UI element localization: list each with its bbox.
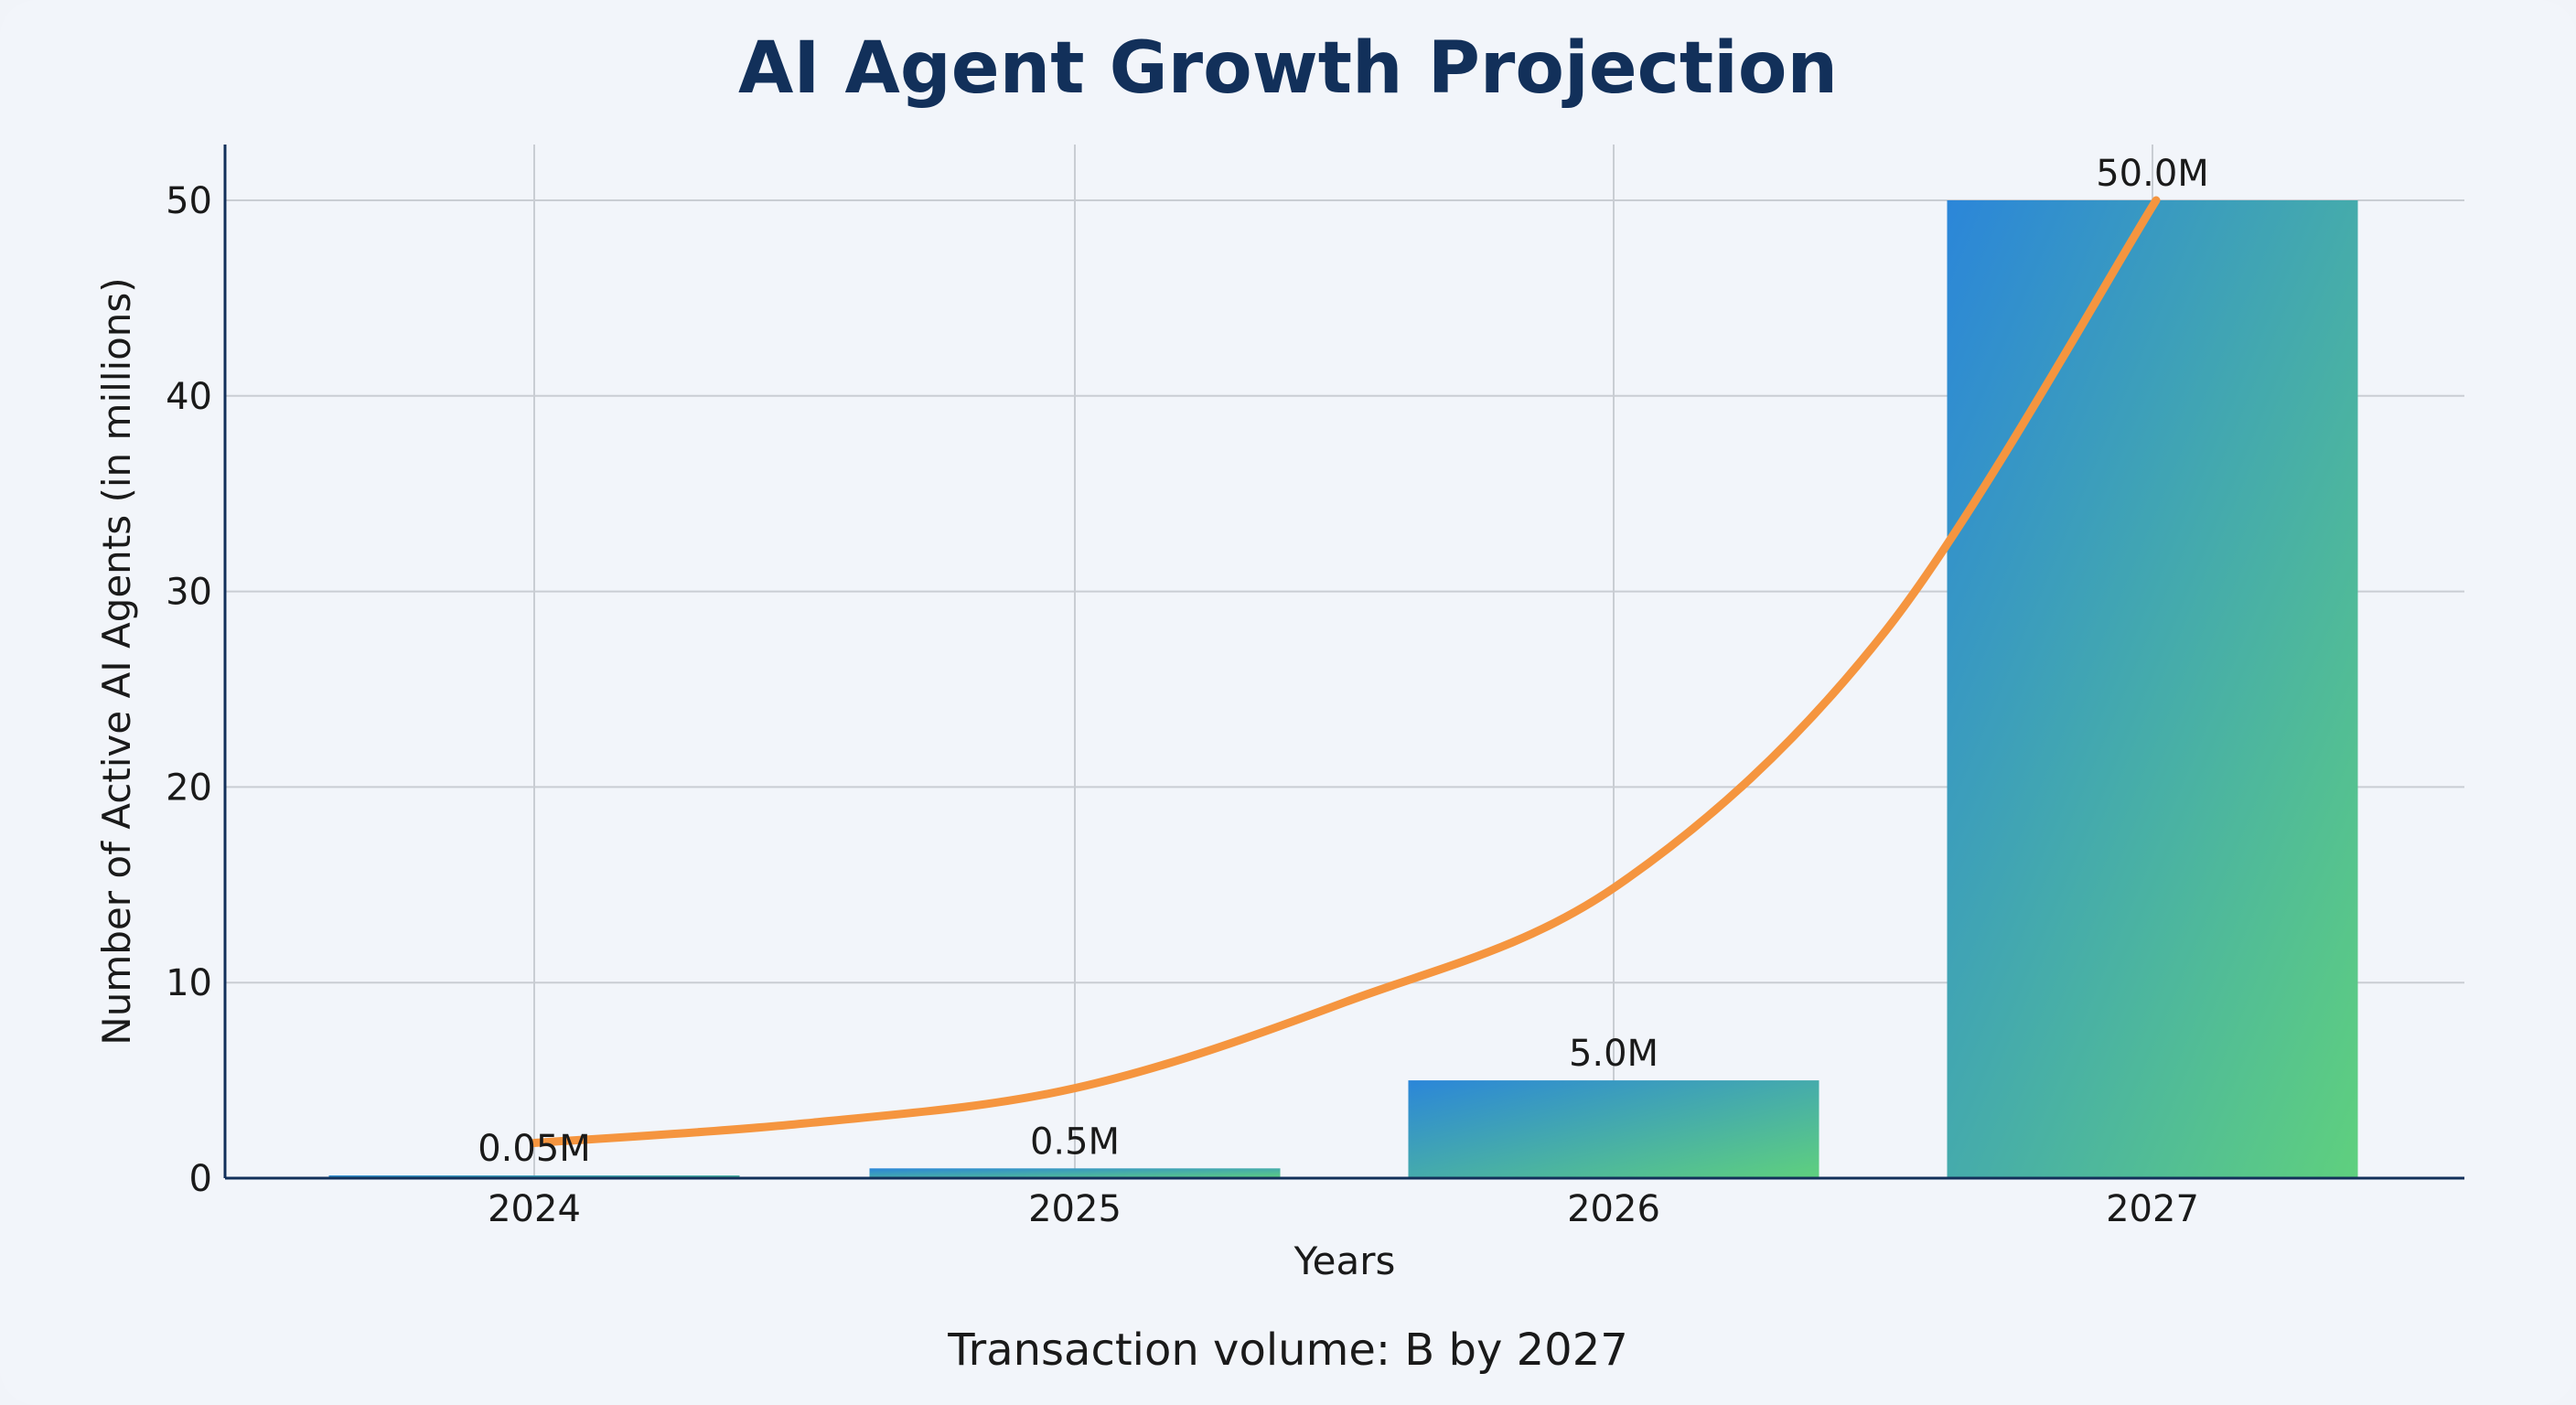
y-tick-label: 20 xyxy=(166,767,212,809)
y-axis-label: Number of Active AI Agents (in millions) xyxy=(94,277,139,1045)
y-tick-label: 30 xyxy=(166,572,212,614)
bar-2026 xyxy=(1408,1080,1819,1178)
y-tick-label: 10 xyxy=(166,962,212,1004)
y-tick-label: 40 xyxy=(166,376,212,418)
bar-2025 xyxy=(869,1168,1281,1178)
data-label: 0.05M xyxy=(478,1128,591,1170)
data-label: 0.5M xyxy=(1030,1121,1120,1163)
chart-subtitle: Transaction volume: B by 2027 xyxy=(948,1325,1628,1376)
y-tick-label: 0 xyxy=(189,1158,212,1200)
x-axis-label: Years xyxy=(1293,1239,1396,1283)
x-tick-label: 2027 xyxy=(2106,1188,2199,1230)
y-tick-label: 50 xyxy=(166,180,212,222)
x-tick-label: 2025 xyxy=(1028,1188,1122,1230)
bar-2027 xyxy=(1947,200,2358,1178)
trend-line xyxy=(530,196,2161,1148)
data-label: 5.0M xyxy=(1569,1033,1658,1075)
x-tick-label: 2026 xyxy=(1567,1188,1660,1230)
chart-title: AI Agent Growth Projection xyxy=(738,27,1838,110)
data-label: 50.0M xyxy=(2096,153,2209,195)
x-tick-label: 2024 xyxy=(488,1188,581,1230)
